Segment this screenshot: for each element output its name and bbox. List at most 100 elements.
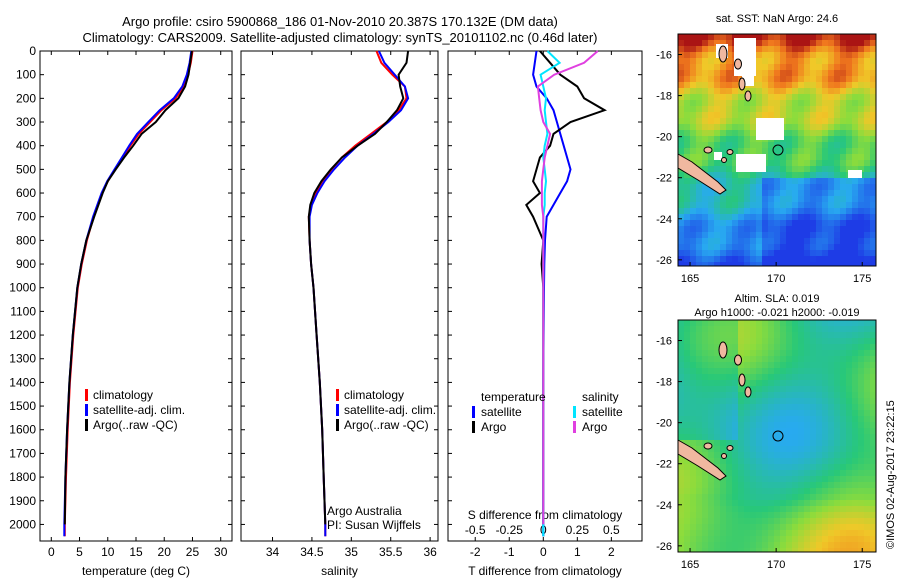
- map-cell: [780, 344, 786, 350]
- map-cell: [792, 470, 798, 476]
- map-cell: [864, 506, 870, 512]
- map-cell: [798, 416, 804, 422]
- map-cell: [678, 34, 684, 40]
- map-cell: [678, 548, 684, 552]
- map-cell: [732, 190, 738, 196]
- map-cell: [798, 332, 804, 338]
- map-cell: [792, 524, 798, 530]
- map-cell: [780, 416, 786, 422]
- map-cell: [732, 512, 738, 518]
- map-cell: [774, 154, 780, 160]
- map-cell: [858, 524, 864, 530]
- map-cell: [840, 262, 846, 266]
- map-cell: [816, 476, 822, 482]
- map-cell: [870, 118, 876, 124]
- map-cell: [792, 130, 798, 136]
- map-cell: [822, 238, 828, 244]
- map-cell: [834, 542, 840, 548]
- map-cell: [696, 386, 702, 392]
- map-cell: [822, 40, 828, 46]
- map-cell: [804, 40, 810, 46]
- map-cell: [702, 452, 708, 458]
- map-cell: [852, 362, 858, 368]
- map-cell: [858, 362, 864, 368]
- map-cell: [684, 34, 690, 40]
- map-cell: [678, 386, 684, 392]
- map-cell: [780, 362, 786, 368]
- map-cell: [774, 208, 780, 214]
- map-cell: [678, 202, 684, 208]
- map-cell: [810, 446, 816, 452]
- map-cell: [774, 452, 780, 458]
- map-cell: [780, 166, 786, 172]
- map-cell: [858, 220, 864, 226]
- map-cell: [774, 464, 780, 470]
- map-cell: [834, 76, 840, 82]
- map-cell: [798, 542, 804, 548]
- map-cell: [678, 58, 684, 64]
- map-cell: [774, 344, 780, 350]
- map-cell: [726, 40, 732, 46]
- map-cell: [720, 106, 726, 112]
- x-tick-label: 5: [76, 545, 83, 559]
- map-cell: [804, 124, 810, 130]
- s-tick-label: -0.5: [465, 523, 486, 537]
- map-cell: [768, 488, 774, 494]
- map-cell: [726, 118, 732, 124]
- map-cell: [792, 40, 798, 46]
- map-cell: [858, 320, 864, 326]
- map-cell: [870, 70, 876, 76]
- legend-label: satellite-adj. clim.: [93, 403, 185, 417]
- map-cell: [750, 88, 756, 94]
- map-cell: [816, 452, 822, 458]
- map-cell: [738, 368, 744, 374]
- map-cell: [744, 506, 750, 512]
- lat-tick-label: -22: [656, 173, 672, 185]
- map-cell: [708, 476, 714, 482]
- map-frame: [677, 319, 877, 553]
- map-cell: [822, 100, 828, 106]
- map-cell: [804, 368, 810, 374]
- map-cell: [738, 320, 744, 326]
- map-cell: [732, 154, 738, 160]
- x-tick-label: 25: [186, 545, 200, 559]
- map-cell: [864, 428, 870, 434]
- map-cell: [690, 64, 696, 70]
- map-cell: [804, 464, 810, 470]
- map-cell: [750, 202, 756, 208]
- map-cell: [720, 356, 726, 362]
- map-cell: [708, 530, 714, 536]
- map-cell: [864, 386, 870, 392]
- map-cell: [708, 494, 714, 500]
- map-cell: [696, 368, 702, 374]
- map-cell: [834, 52, 840, 58]
- map-cell: [768, 548, 774, 552]
- map-cell: [696, 214, 702, 220]
- map-cell: [720, 530, 726, 536]
- map-cell: [822, 368, 828, 374]
- map-cell: [858, 46, 864, 52]
- map-cell: [870, 446, 876, 452]
- map-cell: [714, 362, 720, 368]
- map-cell: [762, 70, 768, 76]
- map-cell: [714, 452, 720, 458]
- map-cell: [840, 542, 846, 548]
- map-cell: [828, 214, 834, 220]
- map-cell: [858, 482, 864, 488]
- map-cell: [852, 542, 858, 548]
- map-cell: [834, 332, 840, 338]
- map-cell: [720, 88, 726, 94]
- map-cell: [816, 64, 822, 70]
- map-cell: [828, 470, 834, 476]
- map-cell: [750, 458, 756, 464]
- map-cell: [828, 262, 834, 266]
- map-cell: [798, 548, 804, 552]
- map-cell: [840, 34, 846, 40]
- map-cell: [864, 88, 870, 94]
- map-cell: [762, 34, 768, 40]
- map-cell: [840, 464, 846, 470]
- map-cell: [756, 70, 762, 76]
- map-cell: [816, 58, 822, 64]
- map-cell: [822, 208, 828, 214]
- map-cell: [870, 166, 876, 172]
